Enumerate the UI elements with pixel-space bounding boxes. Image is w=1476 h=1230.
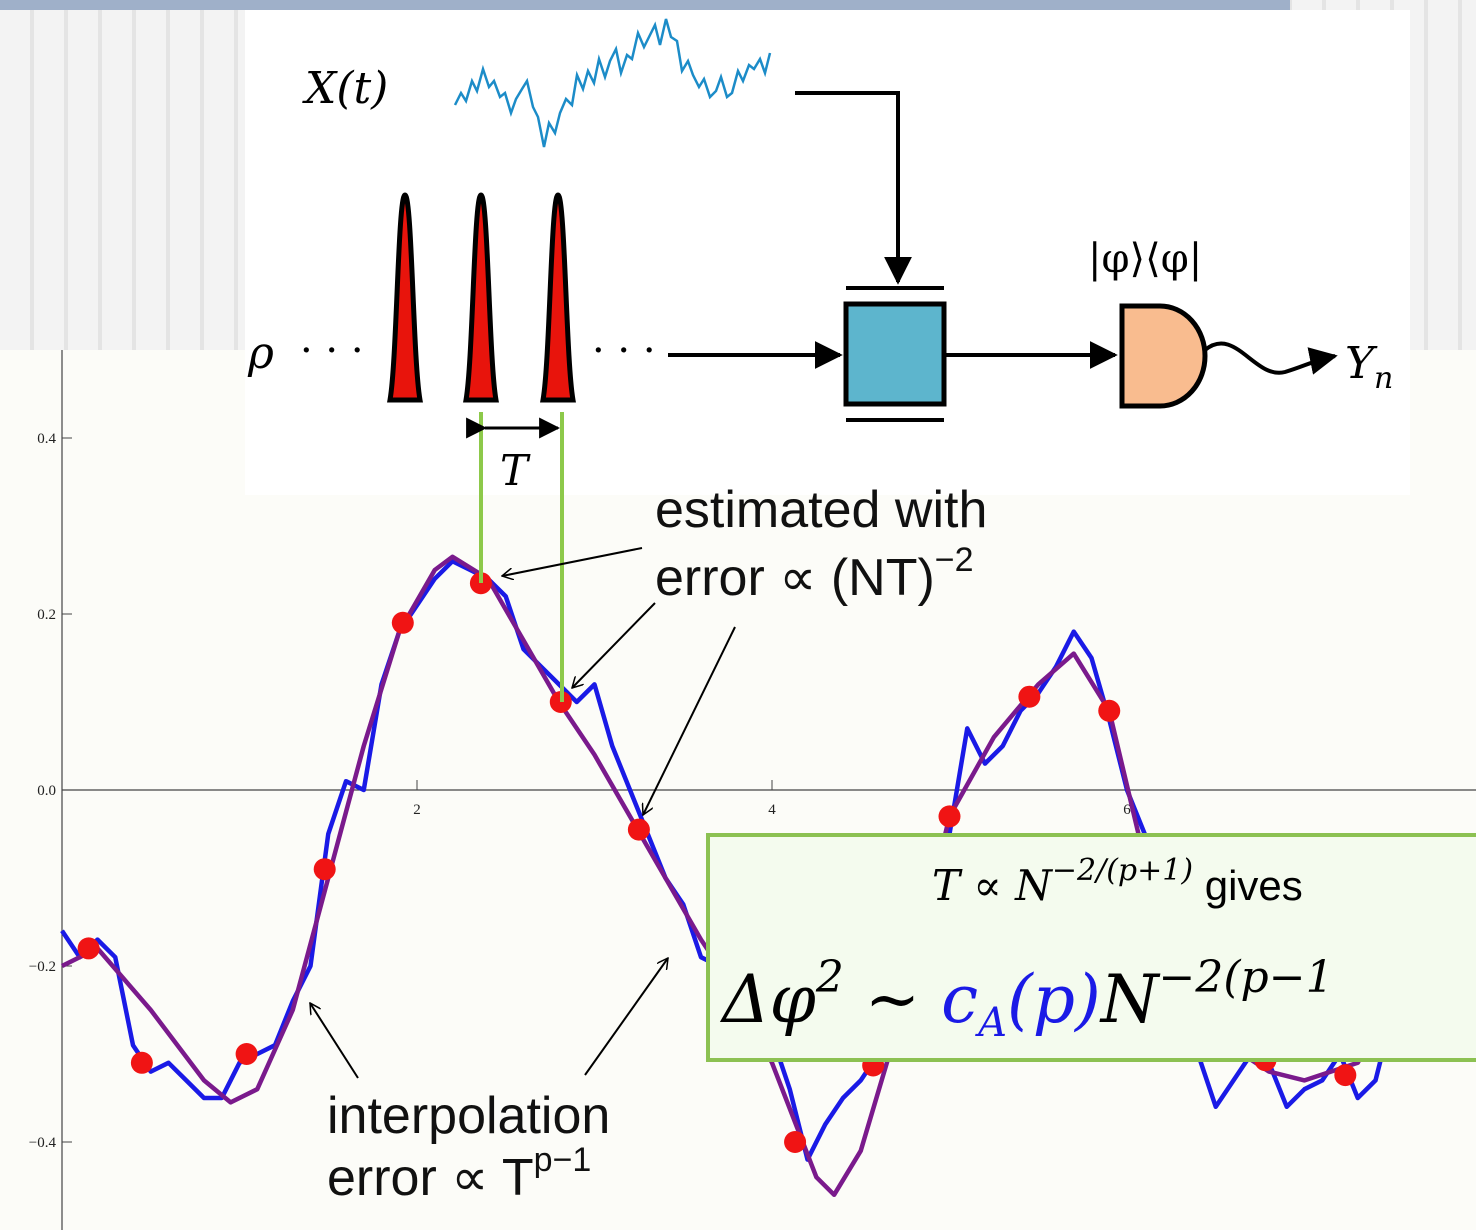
result-coef: (p) bbox=[1007, 961, 1101, 1038]
annotation: interpolation bbox=[327, 1087, 610, 1145]
sample-point bbox=[392, 612, 414, 634]
ellipsis: · · · bbox=[592, 328, 656, 374]
sample-point bbox=[939, 805, 961, 827]
result-text: gives bbox=[1193, 862, 1303, 909]
annotation: estimated with bbox=[655, 481, 987, 539]
output-label-base: Y bbox=[1345, 338, 1378, 389]
signal-label: X(t) bbox=[302, 63, 388, 114]
period-label: T bbox=[500, 446, 531, 495]
annotation-sup: p−1 bbox=[534, 1141, 592, 1179]
sample-point bbox=[1098, 700, 1120, 722]
x-tick-label: 2 bbox=[413, 802, 421, 818]
sample-point bbox=[314, 858, 336, 880]
sample-point bbox=[131, 1052, 153, 1074]
result-text: T ∝ N bbox=[932, 861, 1053, 910]
output-label-sub: n bbox=[1374, 361, 1393, 396]
x-tick-label: 4 bbox=[768, 802, 776, 818]
detector bbox=[1122, 306, 1205, 406]
sample-point bbox=[1018, 686, 1040, 708]
sample-point bbox=[784, 1131, 806, 1153]
result-coef-sub: A bbox=[974, 1000, 1007, 1046]
projector-label: |φ⟩⟨φ| bbox=[1088, 236, 1202, 282]
sample-point bbox=[78, 937, 100, 959]
y-tick-label: 0.4 bbox=[37, 431, 56, 447]
result-text: ~ bbox=[844, 961, 941, 1038]
result-box: T ∝ N−2/(p+1) gives Δφ2 ~ cA(p)N−2(p−1 bbox=[708, 835, 1476, 1060]
y-tick-label: −0.2 bbox=[29, 959, 56, 975]
diagram-panel bbox=[245, 10, 1410, 495]
annotation: error ∝ (NT)−2 bbox=[655, 541, 974, 607]
result-sup: −2(p−1 bbox=[1159, 952, 1334, 1003]
page: −0.4−0.20.00.20.42468 X(t) ρ · · · · · ·… bbox=[0, 0, 1476, 1230]
state-label: ρ bbox=[247, 328, 274, 379]
y-tick-label: −0.4 bbox=[29, 1135, 57, 1151]
result-sup: 2 bbox=[815, 952, 844, 1003]
annotation-text: error ∝ T bbox=[327, 1149, 534, 1207]
sample-point bbox=[236, 1043, 258, 1065]
sample-point bbox=[628, 819, 650, 841]
top-banner bbox=[0, 0, 1290, 10]
sample-point bbox=[1334, 1064, 1356, 1086]
result-sup: −2/(p+1) bbox=[1052, 853, 1193, 888]
slide: −0.4−0.20.00.20.42468 X(t) ρ · · · · · ·… bbox=[0, 0, 1476, 1230]
result-text: Δφ bbox=[719, 961, 816, 1038]
y-tick-label: 0.0 bbox=[37, 783, 56, 799]
y-tick-label: 0.2 bbox=[37, 607, 56, 623]
annotation-text: error ∝ (NT) bbox=[655, 549, 935, 607]
interaction-box bbox=[846, 304, 944, 404]
ellipsis: · · · bbox=[300, 328, 364, 374]
annotation-sup: −2 bbox=[935, 541, 974, 579]
result-coef: c bbox=[941, 961, 978, 1038]
result-text: N bbox=[1099, 961, 1161, 1038]
